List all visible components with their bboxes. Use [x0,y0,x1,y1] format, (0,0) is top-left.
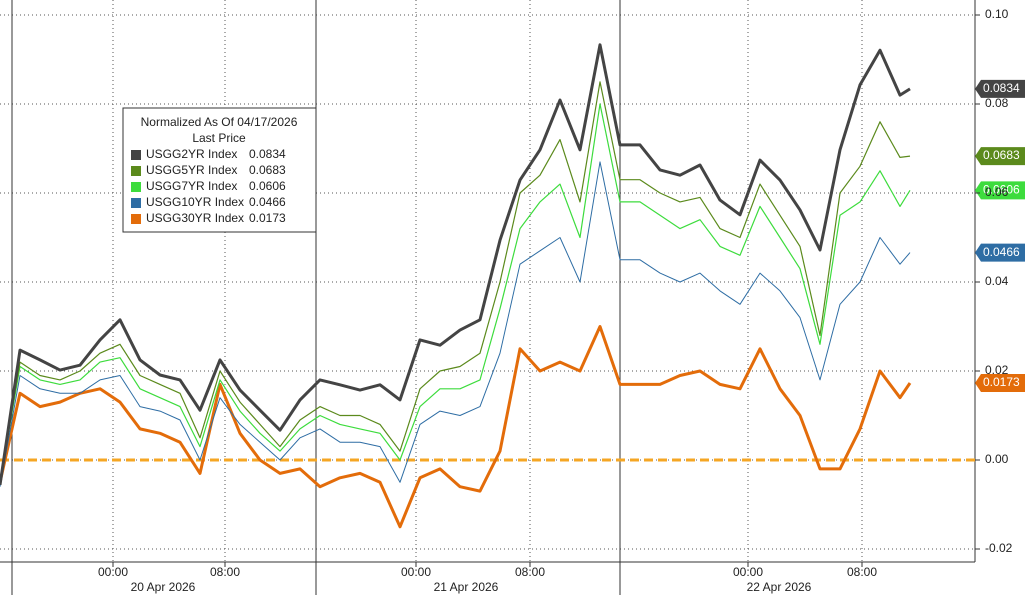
legend-swatch [131,150,141,160]
series-line [0,43,911,486]
value-tag-label: 0.0834 [983,81,1020,95]
legend-swatch [131,198,141,208]
legend-label: USGG5YR Index [146,163,237,177]
legend: Normalized As Of 04/17/2026 Last Price U… [122,107,317,233]
value-tag [975,374,1025,393]
legend-label: USGG10YR Index [146,195,244,209]
legend-value: 0.0834 [249,147,286,161]
grid-layer [0,0,975,562]
y-tick-label: 0.04 [985,274,1009,288]
y-tick-label: 0.10 [985,7,1009,21]
y-tick-label: -0.02 [985,541,1013,555]
legend-subtitle: Last Price [192,131,246,145]
y-tick-label: 0.02 [985,363,1009,377]
lines-layer [0,43,975,529]
last-value-tags: 0.0834 0.0683 0.0606 0.0466 0.0173 [975,79,1025,393]
legend-swatch [131,166,141,176]
value-tag-label: 0.0466 [983,245,1020,259]
y-tick-label: 0.08 [985,96,1009,110]
x-tick-label: 00:00 [401,565,431,579]
x-tick-label: 08:00 [847,565,877,579]
legend-label: USGG7YR Index [146,179,237,193]
legend-swatch [131,182,141,192]
value-tag [975,147,1025,166]
legend-value: 0.0466 [249,195,286,209]
x-tick-label: 00:00 [733,565,763,579]
legend-box [122,107,317,233]
day-label: 21 Apr 2026 [434,580,499,594]
legend-value: 0.0606 [249,179,286,193]
value-tag [975,181,1025,200]
value-tag [975,243,1025,262]
value-tag-label: 0.0606 [983,183,1020,197]
legend-label: USGG30YR Index [146,211,244,225]
y-tick-label: 0.06 [985,185,1009,199]
legend-swatch [131,214,141,224]
legend-label: USGG2YR Index [146,147,237,161]
legend-title: Normalized As Of 04/17/2026 [141,115,298,129]
series-line [0,325,912,529]
legend-value: 0.0683 [249,163,286,177]
legend-value: 0.0173 [249,211,286,225]
value-tag [975,79,1025,98]
series-line [0,81,911,483]
value-tag-label: 0.0173 [983,375,1020,389]
y-tick-label: 0.00 [985,452,1009,466]
x-tick-label: 08:00 [210,565,240,579]
value-tag-label: 0.0683 [983,148,1020,162]
x-tick-label: 00:00 [98,565,128,579]
x-tick-label: 08:00 [515,565,545,579]
day-label: 22 Apr 2026 [747,580,812,594]
series-line [0,103,911,483]
day-label: 20 Apr 2026 [131,580,196,594]
series-line [0,161,911,487]
